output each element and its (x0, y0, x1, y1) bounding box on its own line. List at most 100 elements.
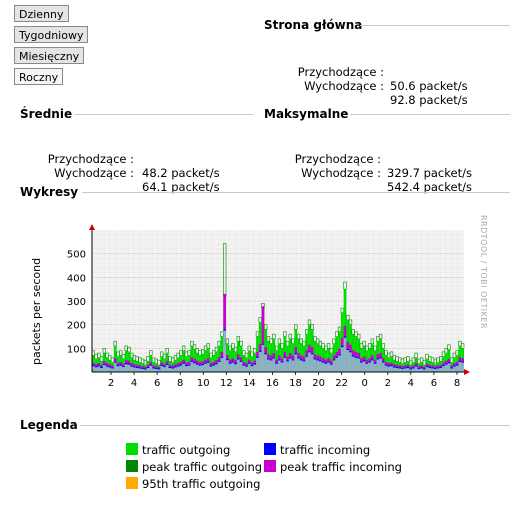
bar-peak-incoming (406, 364, 410, 367)
bar-peak-incoming (272, 353, 276, 358)
y-axis-label: packets per second (30, 258, 43, 365)
bar-incoming-top (195, 363, 199, 365)
bar-incoming (94, 366, 98, 372)
bar-peak-incoming (453, 363, 456, 366)
bar-incoming-top (256, 356, 259, 358)
bar-peak-incoming (133, 364, 136, 367)
bar-peak-incoming (168, 364, 172, 367)
bar-incoming (340, 345, 344, 372)
bar-incoming (261, 343, 265, 372)
average-rule (75, 114, 253, 115)
bar-peak-incoming (253, 360, 257, 364)
bar-incoming (168, 366, 172, 372)
bar-incoming (324, 362, 328, 372)
bar-peak-incoming (305, 350, 309, 356)
x-tick-label: 10 (197, 378, 210, 389)
x-tick-label: 22 (335, 378, 348, 389)
bar-incoming (319, 360, 322, 372)
x-tick-label: 0 (362, 378, 368, 389)
period-button-weekly[interactable]: Tygodniowy (14, 26, 89, 43)
bar-incoming-top (455, 364, 459, 366)
period-button-daily[interactable]: Dzienny (14, 5, 69, 22)
main-page-outgoing-value: 92.8 packet/s (390, 93, 468, 107)
bar-incoming (245, 365, 248, 372)
bar-incoming-top (231, 361, 235, 363)
bar-incoming-top (179, 364, 183, 366)
bar-incoming-top (242, 364, 246, 366)
bar-incoming (182, 362, 185, 372)
bar-incoming (387, 365, 391, 372)
bar-peak-incoming (195, 360, 199, 364)
bar-peak-incoming (310, 347, 314, 354)
bar-incoming-top (193, 362, 196, 364)
bar-incoming-top (376, 358, 380, 360)
bar-peak-outgoing (165, 348, 169, 354)
bar-peak-incoming (174, 364, 177, 367)
bar-peak-incoming (321, 358, 325, 362)
x-tick-label: 2 (385, 378, 391, 389)
bar-incoming-top (278, 359, 281, 361)
bar-incoming-top (92, 364, 95, 367)
bar-peak-incoming (130, 363, 134, 366)
bar-incoming-top (297, 357, 300, 359)
average-outgoing-row: Wychodzące : 64.1 packet/s (0, 152, 524, 194)
bar-incoming (433, 367, 437, 372)
bar-incoming (278, 359, 281, 372)
bar-peak-incoming (442, 362, 445, 365)
bar-peak-outgoing (343, 281, 347, 290)
bar-incoming (286, 360, 289, 372)
bar-incoming-top (444, 363, 448, 365)
period-button-monthly[interactable]: Miesięczny (14, 47, 85, 64)
period-button-yearly[interactable]: Roczny (14, 68, 64, 85)
bar-incoming-top (305, 355, 309, 357)
bar-peak-incoming (283, 351, 287, 357)
bar-incoming-top (187, 364, 191, 366)
bar-peak-incoming (179, 362, 183, 365)
main-page-outgoing-label: Wychodzące : (304, 79, 384, 93)
bar-peak-incoming (124, 360, 128, 364)
bar-incoming-top (215, 363, 218, 365)
bar-peak-incoming (149, 362, 153, 365)
bar-peak-incoming (450, 365, 454, 368)
bar-peak-incoming (444, 360, 448, 364)
bar-incoming-top (97, 365, 101, 367)
bar-peak-incoming (379, 353, 382, 358)
average-incoming-row: Przychodzące : 48.2 packet/s (0, 138, 524, 180)
bar-incoming-top (313, 358, 317, 360)
bar-incoming (190, 360, 194, 372)
bar-peak-incoming (92, 362, 95, 365)
bar-incoming-top (395, 366, 399, 368)
bar-incoming (332, 359, 336, 372)
bar-peak-incoming (157, 366, 161, 369)
bar-incoming-top (250, 364, 254, 367)
x-axis-arrow-icon (464, 369, 470, 375)
bar-peak-incoming (327, 358, 330, 362)
legend-label-traffic-incoming: traffic incoming (280, 443, 371, 457)
bar-peak-incoming (360, 358, 363, 362)
bar-peak-incoming (365, 359, 369, 363)
bar-peak-incoming (201, 361, 205, 364)
bar-incoming (417, 367, 421, 372)
bar-incoming-top (360, 361, 363, 363)
bar-peak-incoming (433, 366, 437, 368)
bar-peak-incoming (376, 354, 380, 359)
bar-incoming-top (226, 358, 229, 361)
bar-incoming-top (453, 365, 456, 367)
bar-incoming-top (124, 363, 128, 365)
bar-incoming-top (239, 360, 243, 362)
bar-incoming-top (340, 345, 344, 348)
bar-peak-outgoing (414, 352, 418, 359)
bar-peak-incoming (338, 348, 341, 355)
rrdtool-watermark: RRDTOOL / TOBI OETIKER (479, 215, 488, 329)
bar-peak-incoming (100, 364, 103, 367)
bar-incoming-top (228, 362, 232, 364)
bar-incoming (143, 368, 147, 372)
bar-incoming (236, 358, 240, 372)
bar-peak-incoming (154, 366, 158, 368)
bar-peak-incoming (362, 356, 366, 361)
legend-swatch-95th-traffic-outgoing (126, 477, 138, 489)
bar-peak-incoming (286, 356, 289, 361)
bar-incoming-top (450, 367, 454, 369)
bar-incoming-top (401, 367, 404, 369)
bar-incoming-top (264, 353, 268, 355)
